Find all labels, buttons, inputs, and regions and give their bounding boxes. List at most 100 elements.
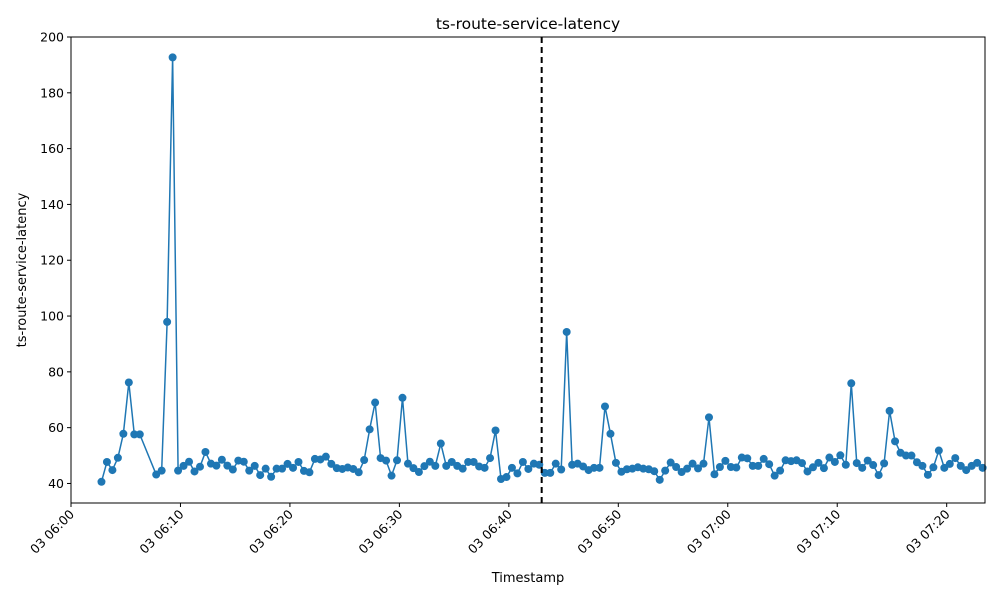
- data-point: [907, 451, 916, 460]
- y-axis-ticks: 40 60 80 100 120 140 160 180 200: [40, 30, 71, 491]
- data-point: [393, 456, 402, 465]
- data-point: [97, 477, 106, 486]
- y-tick-label: 80: [48, 364, 64, 379]
- data-point: [590, 463, 599, 472]
- data-point: [951, 454, 960, 463]
- data-point: [436, 439, 445, 448]
- data-point: [250, 461, 259, 470]
- data-point: [929, 463, 938, 472]
- data-point: [956, 461, 965, 470]
- data-point: [721, 456, 730, 465]
- data-point: [546, 468, 555, 477]
- y-tick-label: 160: [40, 141, 64, 156]
- data-point: [327, 459, 336, 468]
- data-point: [808, 463, 817, 472]
- data-point: [863, 456, 872, 465]
- data-point: [272, 464, 281, 473]
- data-point: [382, 456, 391, 465]
- data-point: [858, 463, 867, 472]
- data-point: [305, 468, 314, 477]
- data-point: [190, 467, 199, 476]
- y-tick-label: 120: [40, 253, 64, 268]
- data-point: [420, 462, 429, 471]
- data-point: [354, 468, 363, 477]
- data-point: [852, 459, 861, 468]
- data-point: [699, 459, 708, 468]
- data-point: [469, 457, 478, 466]
- data-point: [715, 463, 724, 471]
- data-point: [387, 471, 396, 480]
- data-point: [918, 461, 927, 470]
- data-point: [179, 461, 188, 470]
- data-point: [934, 446, 943, 455]
- data-point: [124, 378, 133, 387]
- data-point: [902, 451, 911, 460]
- data-point: [256, 471, 265, 480]
- data-point: [431, 461, 440, 470]
- data-point: [518, 457, 527, 466]
- chart-title: ts-route-service-latency: [436, 15, 620, 33]
- data-point: [217, 455, 226, 464]
- data-point: [135, 430, 144, 439]
- y-tick-label: 180: [40, 85, 64, 100]
- data-point: [228, 465, 237, 474]
- data-point: [119, 429, 128, 438]
- data-point: [414, 468, 423, 477]
- data-point: [540, 468, 549, 477]
- data-point: [212, 461, 221, 470]
- y-tick-label: 60: [48, 420, 64, 435]
- data-point: [803, 467, 812, 476]
- data-point: [830, 457, 839, 466]
- data-point: [814, 458, 823, 467]
- data-point: [551, 459, 560, 468]
- data-point: [891, 437, 900, 446]
- data-point: [688, 459, 697, 468]
- data-point: [759, 454, 768, 463]
- y-tick-label: 200: [40, 30, 64, 45]
- data-point: [486, 454, 495, 463]
- data-point: [945, 459, 954, 468]
- data-point: [754, 461, 763, 470]
- data-point: [365, 425, 374, 434]
- data-point: [611, 458, 620, 467]
- data-point: [661, 466, 670, 475]
- data-point: [595, 463, 604, 472]
- data-point: [321, 452, 330, 461]
- data-point: [403, 459, 412, 468]
- data-point: [743, 454, 752, 463]
- data-point: [464, 457, 473, 466]
- data-point: [869, 461, 878, 470]
- data-point: [606, 429, 615, 438]
- data-point: [130, 430, 139, 439]
- data-point: [557, 465, 566, 474]
- data-point: [704, 413, 713, 422]
- data-point: [195, 462, 204, 471]
- y-tick-label: 140: [40, 197, 64, 212]
- data-point: [874, 471, 883, 480]
- plot-frame: [70, 36, 986, 504]
- data-point: [973, 458, 982, 467]
- data-point: [683, 464, 692, 473]
- data-point: [480, 463, 489, 472]
- data-point: [491, 426, 500, 435]
- data-point: [157, 466, 166, 475]
- data-point: [113, 453, 122, 462]
- data-point: [524, 464, 533, 473]
- data-point: [841, 460, 850, 469]
- data-point: [289, 463, 298, 472]
- data-point: [294, 457, 303, 466]
- data-point: [765, 460, 774, 469]
- data-point: [102, 457, 111, 466]
- data-point: [600, 402, 609, 411]
- data-point: [174, 466, 183, 475]
- data-point: [168, 53, 177, 62]
- data-point: [507, 463, 516, 472]
- data-point: [278, 464, 287, 473]
- data-point: [825, 453, 834, 462]
- data-point: [502, 473, 511, 482]
- data-point: [425, 457, 434, 466]
- data-series: [97, 53, 987, 486]
- data-point: [962, 466, 971, 475]
- data-point: [776, 466, 785, 475]
